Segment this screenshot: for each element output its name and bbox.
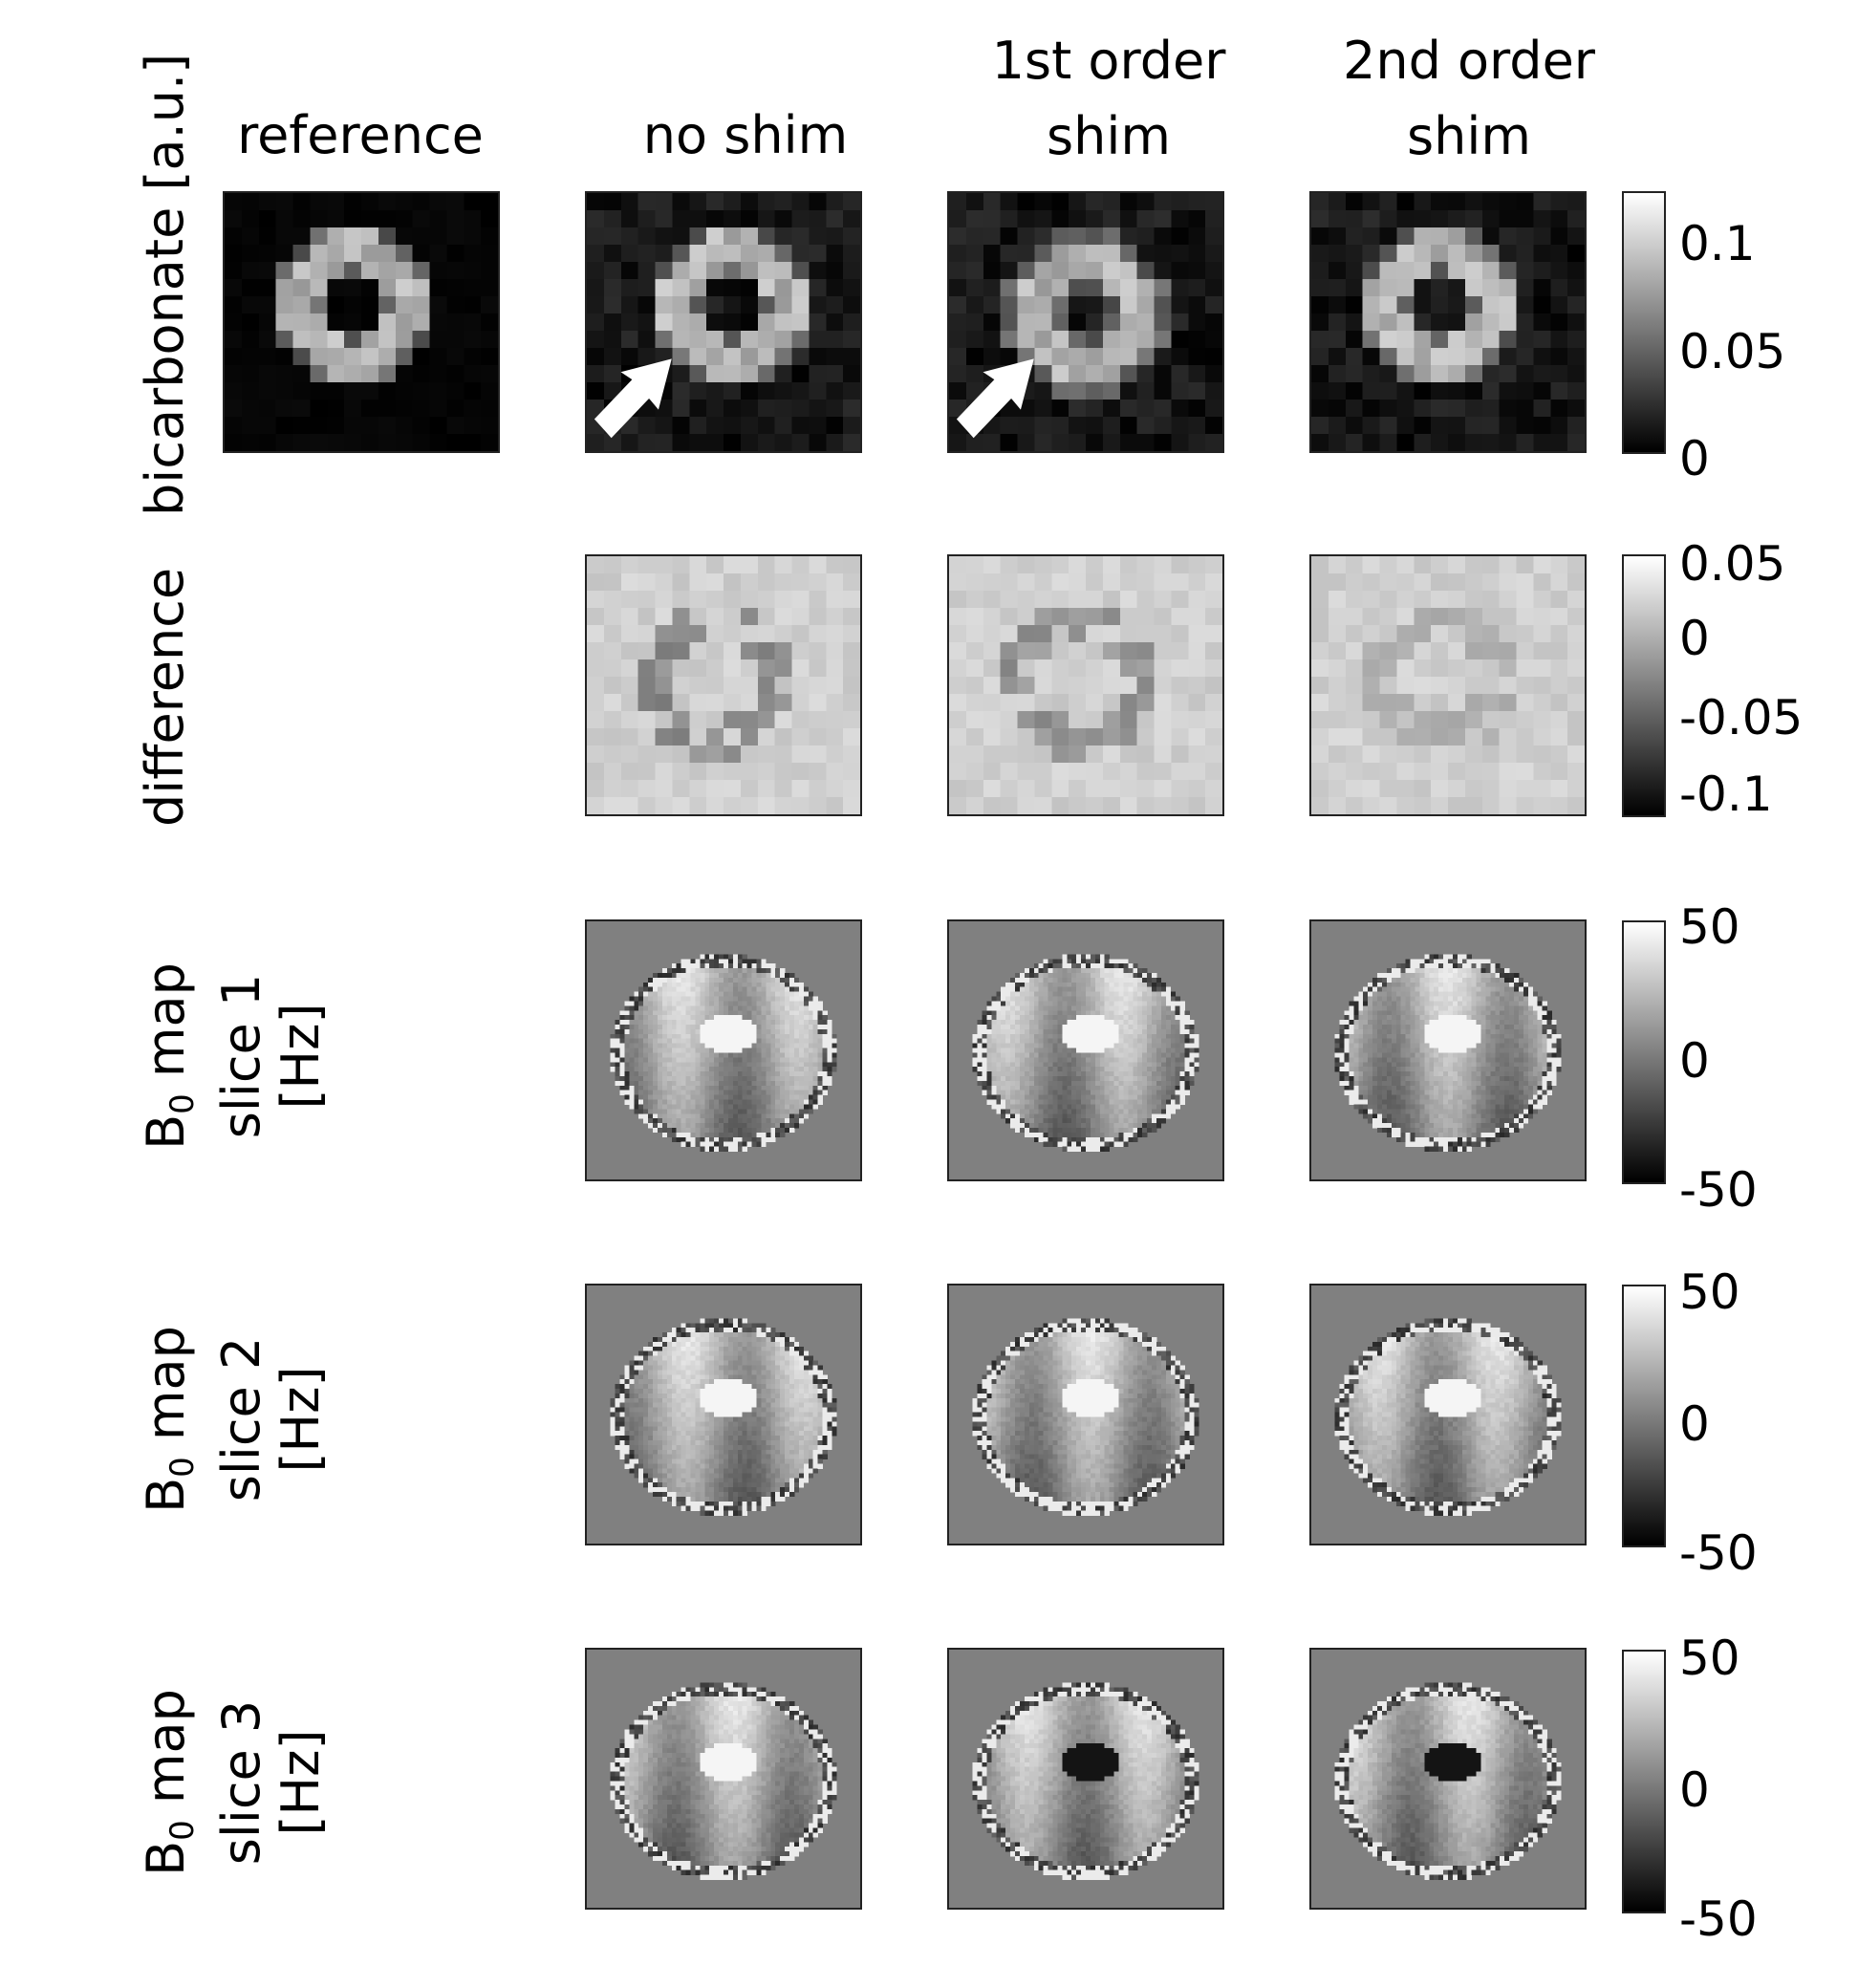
column-title-first-order-line1: 1st order [991, 31, 1226, 91]
panel-b0-slice3-no-shim [585, 1648, 862, 1910]
row-label-unit-1: [Hz] [270, 1003, 331, 1110]
column-title-no-shim: no shim [554, 97, 937, 173]
colorbar-b0-slice2-tick-1: 0 [1679, 1396, 1710, 1452]
colorbar-b0-slice3 [1622, 1650, 1666, 1913]
row-label-bicarbonate-text: bicarbonate [a.u.] [135, 53, 195, 516]
row-label-b0-slice2: B0 map slice 2 [Hz] [136, 1324, 331, 1515]
colorbar-bicarbonate-tick-0: 0.1 [1679, 216, 1756, 271]
panel-b0-slice3-second-order [1309, 1648, 1587, 1910]
panel-bicarbonate-reference [223, 191, 500, 453]
colorbar-b0-slice2-tick-0: 50 [1679, 1264, 1740, 1320]
colorbar-b0-slice1-tick-0: 50 [1679, 899, 1740, 955]
colorbar-difference-tick-1: 0 [1679, 611, 1710, 666]
column-title-reference-text: reference [237, 105, 484, 165]
row-label-slice3-text: slice 3 [211, 1699, 271, 1866]
colorbar-difference-tick-0: 0.05 [1679, 536, 1786, 592]
row-label-b0-slice3: B0 map slice 3 [Hz] [136, 1687, 331, 1878]
b0-prefix: B [136, 1113, 196, 1150]
row-label-unit-2: [Hz] [270, 1366, 331, 1473]
row-label-b0-slice1: B0 map slice 1 [Hz] [136, 961, 331, 1152]
b0-suffix: map [136, 962, 196, 1094]
panel-difference-no-shim [585, 554, 862, 816]
colorbar-b0-slice3-tick-1: 0 [1679, 1762, 1710, 1818]
b0-subscript: 0 [163, 1820, 202, 1841]
panel-bicarbonate-second-order [1309, 191, 1587, 453]
panel-b0-slice2-second-order [1309, 1284, 1587, 1545]
column-title-second-order-line1: 2nd order [1342, 31, 1595, 91]
colorbar-difference-tick-2: -0.05 [1679, 690, 1804, 746]
colorbar-bicarbonate-tick-2: 0 [1679, 431, 1710, 486]
row-label-unit-3: [Hz] [270, 1729, 331, 1836]
column-title-second-order-line2: shim [1407, 106, 1531, 166]
b0-suffix: map [136, 1326, 196, 1458]
panel-bicarbonate-first-order [947, 191, 1224, 453]
b0-suffix: map [136, 1689, 196, 1821]
row-label-slice1-text: slice 1 [211, 973, 271, 1139]
column-title-reference: reference [169, 97, 551, 173]
panel-b0-slice2-first-order [947, 1284, 1224, 1545]
colorbar-bicarbonate-tick-1: 0.05 [1679, 324, 1786, 379]
row-label-bicarbonate: bicarbonate [a.u.] [135, 53, 195, 516]
colorbar-b0-slice1-tick-1: 0 [1679, 1033, 1710, 1089]
panel-bicarbonate-no-shim [585, 191, 862, 453]
colorbar-b0-slice3-tick-2: -50 [1679, 1891, 1758, 1947]
colorbar-b0-slice2-tick-2: -50 [1679, 1525, 1758, 1581]
colorbar-b0-slice2 [1622, 1285, 1666, 1547]
b0-prefix: B [136, 1840, 196, 1876]
colorbar-bicarbonate [1622, 191, 1666, 454]
colorbar-b0-slice1 [1622, 920, 1666, 1184]
panel-b0-slice3-first-order [947, 1648, 1224, 1910]
b0-subscript: 0 [163, 1457, 202, 1478]
row-label-difference: difference [135, 567, 195, 827]
colorbar-b0-slice3-tick-0: 50 [1679, 1631, 1740, 1686]
row-label-slice2-text: slice 2 [211, 1336, 271, 1502]
colorbar-b0-slice1-tick-2: -50 [1679, 1162, 1758, 1218]
colorbar-difference-tick-3: -0.1 [1679, 767, 1773, 822]
column-title-second-order: 2nd order shim [1278, 23, 1660, 174]
panel-b0-slice2-no-shim [585, 1284, 862, 1545]
column-title-first-order-line2: shim [1047, 106, 1171, 166]
colorbar-difference [1622, 554, 1666, 817]
panel-difference-first-order [947, 554, 1224, 816]
column-title-first-order: 1st order shim [918, 23, 1300, 174]
panel-b0-slice1-first-order [947, 919, 1224, 1181]
b0-prefix: B [136, 1477, 196, 1513]
column-title-no-shim-text: no shim [642, 105, 849, 165]
panel-b0-slice1-no-shim [585, 919, 862, 1181]
b0-subscript: 0 [163, 1093, 202, 1114]
panel-b0-slice1-second-order [1309, 919, 1587, 1181]
row-label-difference-text: difference [135, 567, 195, 827]
panel-difference-second-order [1309, 554, 1587, 816]
